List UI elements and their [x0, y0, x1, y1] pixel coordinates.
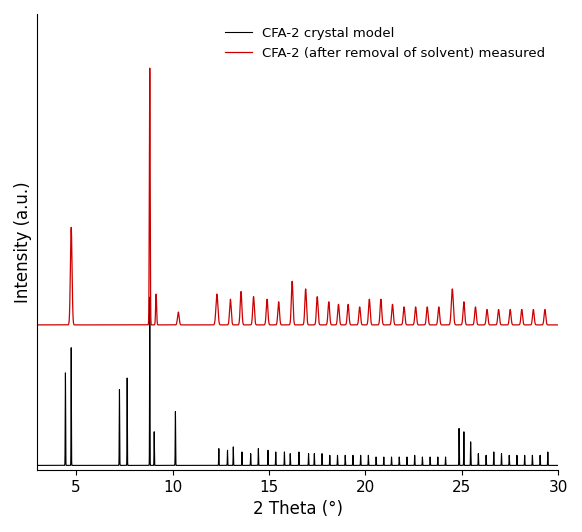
Y-axis label: Intensity (a.u.): Intensity (a.u.) — [14, 181, 32, 303]
X-axis label: 2 Theta (°): 2 Theta (°) — [253, 500, 343, 518]
CFA-2 (after removal of solvent) measured — [407, 322, 414, 328]
Line: CFA-2 crystal model: CFA-2 crystal model — [37, 297, 558, 466]
CFA-2 crystal model — [146, 294, 153, 301]
CFA-2 crystal model — [407, 462, 414, 469]
CFA-2 (after removal of solvent) measured — [555, 322, 562, 328]
CFA-2 (after removal of solvent) measured — [521, 322, 528, 328]
CFA-2 crystal model — [281, 462, 288, 469]
CFA-2 crystal model — [368, 462, 375, 469]
Legend: CFA-2 crystal model, CFA-2 (after removal of solvent) measured: CFA-2 crystal model, CFA-2 (after remova… — [219, 21, 552, 66]
CFA-2 (after removal of solvent) measured — [281, 322, 288, 328]
CFA-2 (after removal of solvent) measured — [146, 65, 153, 71]
CFA-2 (after removal of solvent) measured — [349, 322, 356, 328]
CFA-2 crystal model — [34, 462, 41, 469]
CFA-2 crystal model — [521, 452, 528, 459]
CFA-2 crystal model — [349, 461, 356, 468]
CFA-2 (after removal of solvent) measured — [164, 322, 171, 328]
Line: CFA-2 (after removal of solvent) measured: CFA-2 (after removal of solvent) measure… — [37, 68, 558, 325]
CFA-2 (after removal of solvent) measured — [368, 321, 375, 328]
CFA-2 crystal model — [555, 462, 562, 469]
CFA-2 crystal model — [164, 462, 171, 469]
CFA-2 (after removal of solvent) measured — [34, 322, 41, 328]
